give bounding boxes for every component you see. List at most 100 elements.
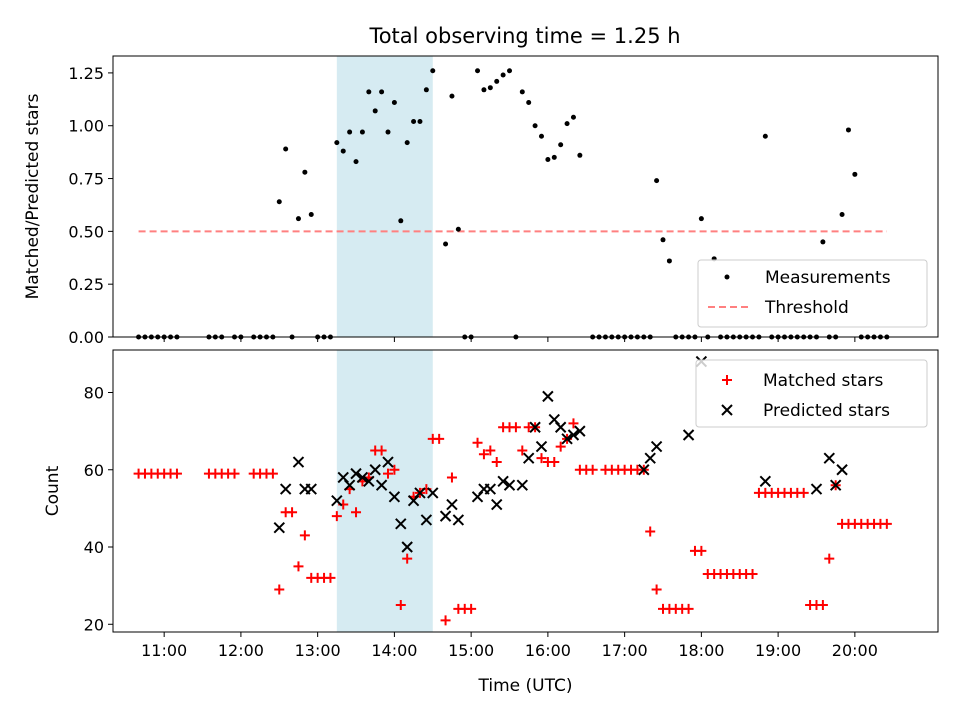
predicted-stars-point [369, 464, 381, 476]
legend-predicted-label: Predicted stars [763, 401, 890, 421]
ratio-y-axis-label: Matched/Predicted stars [23, 93, 43, 299]
matched-stars-point [389, 464, 400, 475]
predicted-stars-point [836, 464, 848, 476]
ratio-legend: Measurements Threshold [697, 259, 928, 328]
predicted-stars-point [823, 452, 835, 464]
predicted-stars-point [395, 518, 407, 530]
y-tick-label: 20 [84, 615, 104, 634]
matched-stars-point [491, 457, 502, 468]
predicted-stars-point [331, 494, 343, 507]
y-tick-label: 80 [84, 383, 104, 402]
matched-stars-point [472, 437, 483, 448]
matched-stars-point [798, 487, 809, 498]
measurement-point [852, 171, 858, 177]
predicted-stars-point [292, 456, 305, 468]
figure-title: Total observing time = 1.25 h [368, 24, 680, 48]
measurement-point [276, 199, 282, 205]
predicted-stars-point [829, 479, 842, 491]
matched-stars-point [651, 584, 662, 595]
predicted-stars-point [497, 475, 509, 488]
y-tick-label: 1.00 [68, 117, 104, 136]
measurement-point [577, 152, 583, 158]
predicted-stars-point [414, 487, 426, 499]
measurement-point [443, 241, 449, 247]
matched-stars-point [587, 464, 598, 475]
measurement-point [500, 72, 506, 78]
matched-stars-point [299, 530, 310, 541]
predicted-stars-point [427, 487, 439, 499]
measurement-point [839, 211, 845, 217]
predicted-stars-point [522, 452, 535, 464]
measurement-point [519, 89, 525, 95]
predicted-stars-point [363, 475, 375, 488]
predicted-stars-point [810, 483, 823, 495]
matched-stars-point [376, 445, 387, 456]
y-tick-label: 0.00 [68, 328, 104, 347]
x-tick-label: 18:00 [678, 641, 724, 660]
measurement-point [455, 226, 461, 232]
measurement-point [494, 78, 500, 84]
ratio-plot-area [136, 68, 890, 340]
legend-predicted-marker [721, 404, 733, 416]
measurement-point [334, 140, 340, 146]
matched-stars-point [696, 545, 707, 556]
ratio-axes-border [112, 55, 939, 338]
measurement-point [538, 133, 544, 139]
matched-stars-point [351, 507, 362, 518]
matched-stars-point [383, 468, 393, 479]
matched-stars-point [171, 468, 182, 479]
matched-stars-point [395, 599, 406, 610]
x-tick-label: 12:00 [218, 641, 264, 660]
count-y-ticks: 20 40 60 80 [84, 383, 113, 634]
count-axes-border [112, 349, 939, 633]
predicted-stars-point [484, 483, 497, 495]
predicted-stars-point [529, 421, 541, 433]
x-tick-label: 17:00 [602, 641, 648, 660]
measurement-point [417, 118, 423, 124]
predicted-stars-point [350, 467, 362, 480]
predicted-stars-point [401, 541, 413, 553]
measurement-point [404, 140, 410, 146]
measurement-point [430, 68, 436, 74]
matched-stars-point [485, 445, 496, 456]
measurement-point [481, 87, 487, 93]
count-legend: Matched stars Predicted stars [695, 359, 928, 428]
legend-measurements-marker [724, 274, 730, 280]
predicted-stars-point [382, 456, 394, 468]
count-plot-area [133, 355, 892, 626]
y-tick-label: 60 [84, 461, 104, 480]
count-y-axis-label: Count [43, 465, 63, 516]
observing-window-span [336, 56, 433, 337]
matched-stars-point [446, 472, 457, 483]
matched-stars-point [568, 418, 579, 429]
measurement-point [507, 68, 513, 74]
x-tick-label: 13:00 [295, 641, 341, 660]
measurement-point [449, 93, 455, 99]
measurement-point [564, 121, 570, 127]
matched-stars-point [466, 603, 477, 614]
matched-stars-point [478, 449, 489, 460]
matched-stars-point [274, 584, 285, 595]
x-tick-label: 14:00 [371, 641, 417, 660]
predicted-stars-point [638, 464, 650, 476]
measurement-point [762, 133, 768, 139]
ratio-legend-box [697, 259, 928, 328]
matched-stars-point [645, 526, 656, 537]
measurement-point [347, 129, 353, 135]
x-tick-label: 20:00 [832, 641, 878, 660]
measurement-point [359, 129, 365, 135]
ratio-axes-frame [112, 55, 939, 340]
measurement-point [340, 148, 346, 154]
measurement-point [666, 258, 672, 264]
matched-stars-point [549, 457, 560, 468]
measurement-point [366, 89, 372, 95]
predicted-stars-point [567, 429, 580, 441]
legend-matched-label: Matched stars [763, 371, 883, 391]
predicted-stars-point [356, 471, 369, 484]
measurement-point [391, 99, 397, 105]
predicted-stars-point [279, 483, 292, 495]
count-x-ticks: 11:00 12:00 13:00 14:00 15:00 16:00 17:00 18:00… [141, 632, 878, 660]
matched-stars-point [434, 433, 445, 444]
x-tick-label: 16:00 [525, 641, 571, 660]
